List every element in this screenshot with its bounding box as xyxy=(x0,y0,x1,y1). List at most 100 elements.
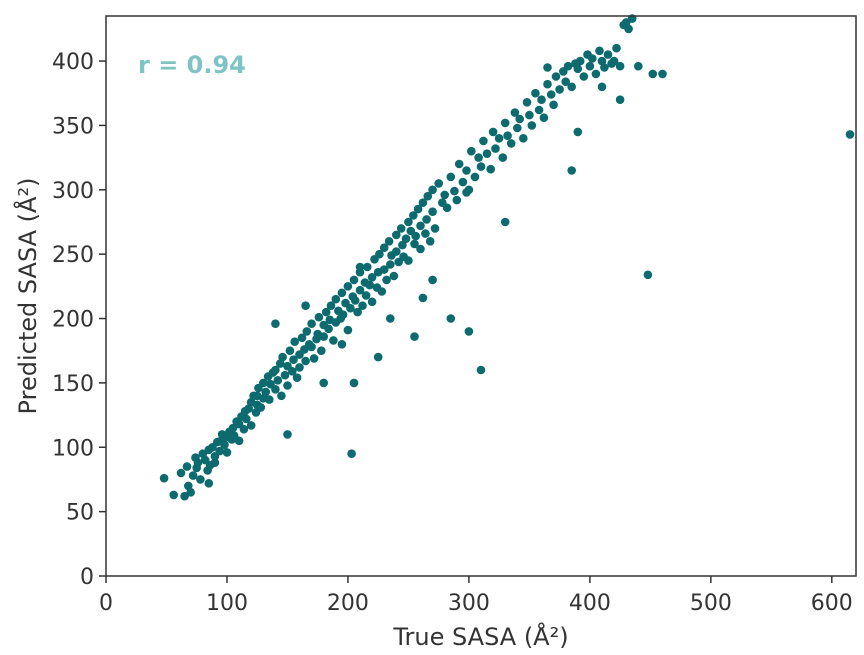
data-point xyxy=(410,332,419,341)
data-point xyxy=(845,130,855,139)
data-point xyxy=(603,50,613,59)
data-point xyxy=(551,72,561,81)
data-point xyxy=(440,190,450,200)
data-point xyxy=(421,229,430,238)
data-point xyxy=(575,56,585,66)
data-point xyxy=(289,355,298,365)
data-point xyxy=(454,159,464,169)
data-point xyxy=(555,85,564,94)
data-point xyxy=(343,325,353,335)
data-point xyxy=(309,354,319,363)
data-point xyxy=(222,448,232,457)
data-point xyxy=(349,378,359,388)
data-point xyxy=(476,365,486,375)
data-point xyxy=(491,144,500,153)
data-point xyxy=(239,424,249,434)
data-point xyxy=(361,291,371,300)
data-point xyxy=(543,79,552,89)
data-point xyxy=(321,307,331,317)
y-tick-label: 50 xyxy=(66,501,94,526)
x-tick-label: 0 xyxy=(99,591,113,616)
data-point xyxy=(367,273,377,282)
data-point xyxy=(285,346,295,356)
data-point xyxy=(595,46,604,56)
data-point xyxy=(591,69,601,79)
data-point xyxy=(446,314,456,323)
plot-area-frame xyxy=(105,15,857,577)
data-point xyxy=(510,108,520,117)
data-point xyxy=(283,381,292,390)
data-point xyxy=(411,231,421,241)
x-axis-label: True SASA (Å²) xyxy=(392,622,568,651)
data-point xyxy=(462,188,471,197)
data-point xyxy=(234,436,244,446)
x-tick-label: 200 xyxy=(327,591,369,616)
data-point xyxy=(648,69,658,79)
data-point xyxy=(658,69,667,79)
y-tick-label: 400 xyxy=(52,50,94,75)
data-point xyxy=(428,185,437,195)
data-point xyxy=(317,346,326,356)
data-point xyxy=(624,24,633,34)
data-point xyxy=(259,378,268,388)
data-point xyxy=(561,77,570,86)
data-point xyxy=(386,314,395,323)
data-point xyxy=(301,356,310,366)
data-point xyxy=(425,237,435,246)
data-point xyxy=(500,118,510,128)
data-point xyxy=(474,153,483,162)
data-point xyxy=(265,395,274,404)
data-point xyxy=(347,449,356,459)
data-point xyxy=(430,224,440,233)
y-tick-label: 300 xyxy=(52,179,94,204)
data-point xyxy=(252,391,262,401)
data-point xyxy=(549,100,558,110)
data-point xyxy=(500,217,510,227)
data-point xyxy=(573,127,583,137)
data-point xyxy=(527,121,537,130)
data-point xyxy=(600,63,609,72)
data-point xyxy=(215,446,224,456)
data-point xyxy=(634,61,643,71)
data-point xyxy=(531,88,540,98)
data-point xyxy=(367,297,377,307)
data-point xyxy=(539,113,549,122)
data-point xyxy=(343,282,353,291)
data-point xyxy=(401,234,411,243)
y-tick-label: 0 xyxy=(80,565,94,590)
data-point xyxy=(271,365,280,375)
data-point xyxy=(579,72,589,81)
data-point xyxy=(612,43,621,53)
data-point xyxy=(182,462,192,471)
data-point xyxy=(404,217,413,227)
data-point xyxy=(384,237,394,246)
data-point xyxy=(375,249,384,259)
data-point xyxy=(242,414,251,424)
data-points xyxy=(159,14,855,501)
data-point xyxy=(442,203,452,213)
data-point xyxy=(176,468,186,478)
data-point xyxy=(588,54,597,63)
data-point xyxy=(159,473,169,483)
data-point xyxy=(324,324,333,334)
data-point xyxy=(573,64,583,74)
data-point xyxy=(331,294,341,304)
data-point xyxy=(228,423,238,433)
data-point xyxy=(193,458,203,468)
data-point xyxy=(534,105,544,115)
data-point xyxy=(373,352,383,362)
x-tick-label: 100 xyxy=(206,591,248,616)
data-point xyxy=(515,114,524,124)
data-point xyxy=(422,215,431,224)
data-point xyxy=(392,230,401,240)
data-point xyxy=(204,479,214,488)
data-point xyxy=(585,61,595,71)
correlation-annotation: r = 0.94 xyxy=(138,51,246,79)
data-point xyxy=(446,172,456,182)
data-point xyxy=(169,490,178,500)
data-point xyxy=(283,430,292,439)
data-point xyxy=(246,421,256,430)
data-point xyxy=(567,82,576,92)
data-point xyxy=(326,301,336,311)
data-point xyxy=(416,244,425,254)
